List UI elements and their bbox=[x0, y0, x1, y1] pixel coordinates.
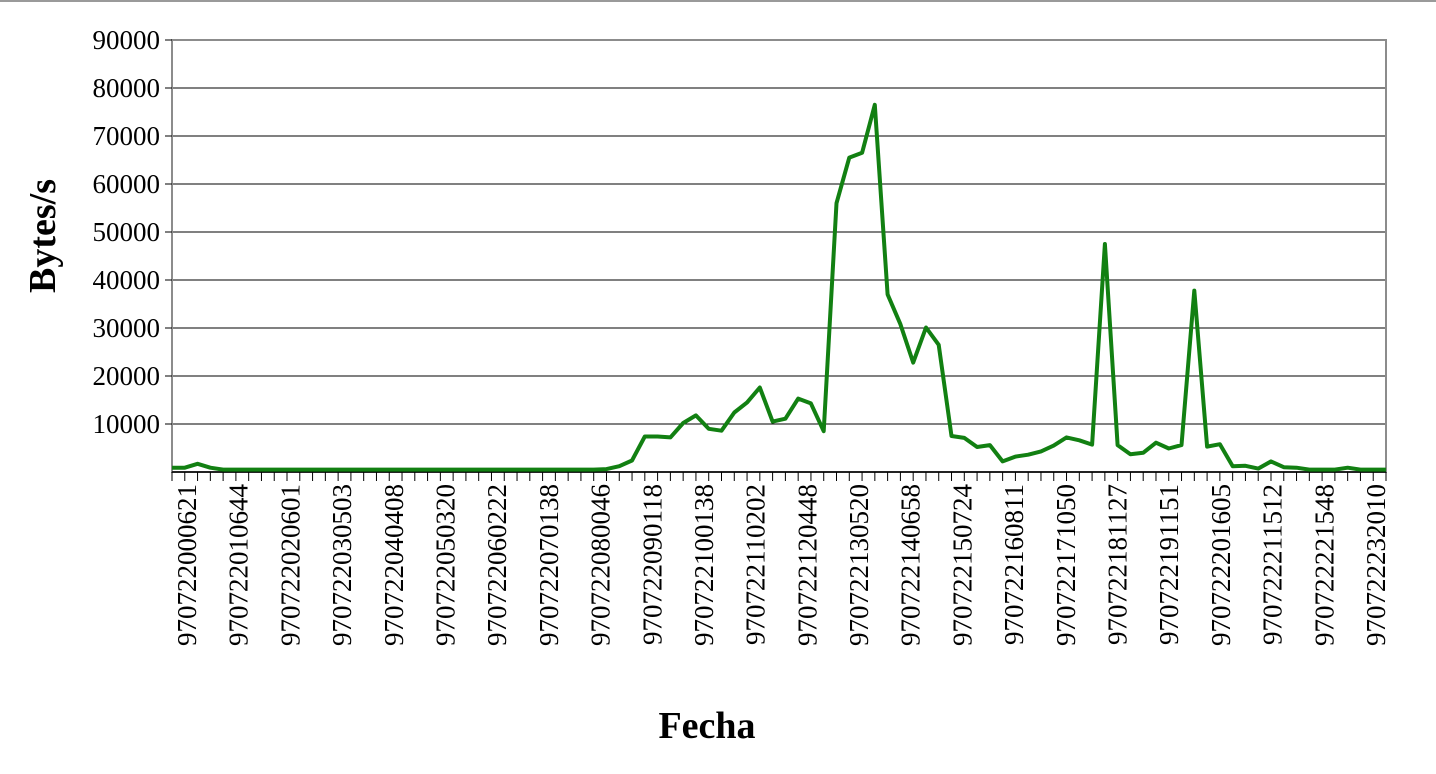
y-tick-label: 90000 bbox=[93, 25, 161, 55]
x-tick-label: 970722191151 bbox=[1154, 484, 1184, 645]
x-tick-label: 970722120448 bbox=[792, 484, 822, 646]
x-tick-label: 970722181127 bbox=[1103, 484, 1133, 645]
y-axis-ticks: 10000 20000 30000 40000 50000 60000 70000 80000… bbox=[93, 25, 172, 439]
x-tick-label: 970722110202 bbox=[741, 484, 771, 645]
x-tick-label: 970722050320 bbox=[430, 484, 460, 646]
x-tick-label: 970722030503 bbox=[327, 484, 357, 646]
y-tick-label: 10000 bbox=[93, 409, 161, 439]
x-tick-label: 970722070138 bbox=[534, 484, 564, 646]
x-tick-label: 970722150724 bbox=[947, 484, 977, 647]
x-tick-label: 970722100138 bbox=[689, 484, 719, 646]
y-tick-label: 60000 bbox=[93, 169, 161, 199]
y-tick-label: 30000 bbox=[93, 313, 161, 343]
y-tick-label: 40000 bbox=[93, 265, 161, 295]
y-tick-label: 70000 bbox=[93, 121, 161, 151]
y-tick-label: 20000 bbox=[93, 361, 161, 391]
x-tick-label: 970722130520 bbox=[844, 484, 874, 646]
x-tick-label: 970722140658 bbox=[896, 484, 926, 646]
gridlines bbox=[172, 39, 1386, 425]
y-axis-title: Bytes/s bbox=[22, 179, 64, 293]
y-tick-label: 80000 bbox=[93, 73, 161, 103]
x-tick-label: 970722211512 bbox=[1258, 484, 1288, 645]
x-tick-label: 970722020601 bbox=[275, 484, 305, 646]
top-border bbox=[0, 0, 1436, 2]
x-tick-label: 970722060222 bbox=[482, 484, 512, 646]
x-tick-label: 970722010644 bbox=[224, 484, 254, 647]
series-line bbox=[172, 102, 1386, 472]
x-tick-label: 970722040408 bbox=[379, 484, 409, 646]
y-tick-label: 50000 bbox=[93, 217, 161, 247]
x-tick-label: 970722000621 bbox=[172, 484, 202, 646]
x-tick-label: 970722201605 bbox=[1206, 484, 1236, 646]
x-axis-ticks: 970722000621 970722010644 970722020601 9707… bbox=[171, 472, 1391, 647]
x-tick-label: 970722090118 bbox=[637, 484, 667, 645]
x-tick-label: 970722080046 bbox=[586, 484, 616, 646]
x-tick-label: 970722221548 bbox=[1309, 484, 1339, 646]
x-tick-label: 970722160811 bbox=[999, 484, 1029, 645]
x-tick-label: 970722171050 bbox=[1051, 484, 1081, 646]
x-tick-label: 970722232010 bbox=[1361, 484, 1391, 646]
x-axis-title: Fecha bbox=[658, 705, 755, 747]
